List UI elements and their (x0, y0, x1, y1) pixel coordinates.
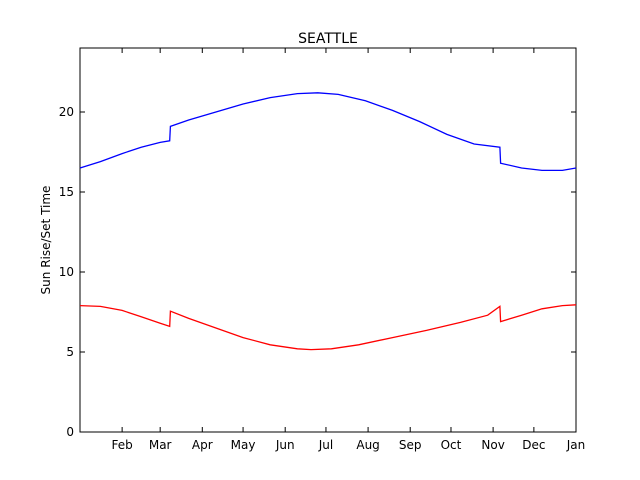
series-layer (79, 92, 577, 351)
y-tick-label: 5 (66, 345, 74, 359)
series-line-1 (79, 304, 577, 351)
series-line-0 (79, 92, 577, 172)
x-tick-label: Apr (192, 438, 213, 452)
plot-frame (79, 47, 577, 433)
y-tick-label: 0 (66, 425, 74, 439)
x-tick-label: Jun (275, 438, 295, 452)
x-tick-label: Jul (318, 438, 333, 452)
x-tick-label: Aug (356, 438, 379, 452)
x-tick-label: Jan (566, 438, 586, 452)
x-tick-label: Mar (149, 438, 172, 452)
x-tick-label: Nov (481, 438, 504, 452)
y-tick-label: 20 (59, 105, 74, 119)
y-ticks: 0 5 10 15 20 (59, 105, 576, 439)
x-tick-label: Sep (399, 438, 422, 452)
x-tick-label: Feb (112, 438, 133, 452)
y-tick-label: 10 (59, 265, 74, 279)
chart-title: SEATTLE (298, 31, 358, 47)
x-tick-label: Oct (441, 438, 462, 452)
y-axis-label: Sun Rise/Set Time (39, 186, 53, 295)
x-tick-label: May (231, 438, 256, 452)
y-tick-label: 15 (59, 185, 74, 199)
x-ticks: Feb Mar Apr May Jun Jul Aug Sep Oct Nov Dec Jan (112, 48, 586, 452)
x-tick-label: Dec (522, 438, 545, 452)
